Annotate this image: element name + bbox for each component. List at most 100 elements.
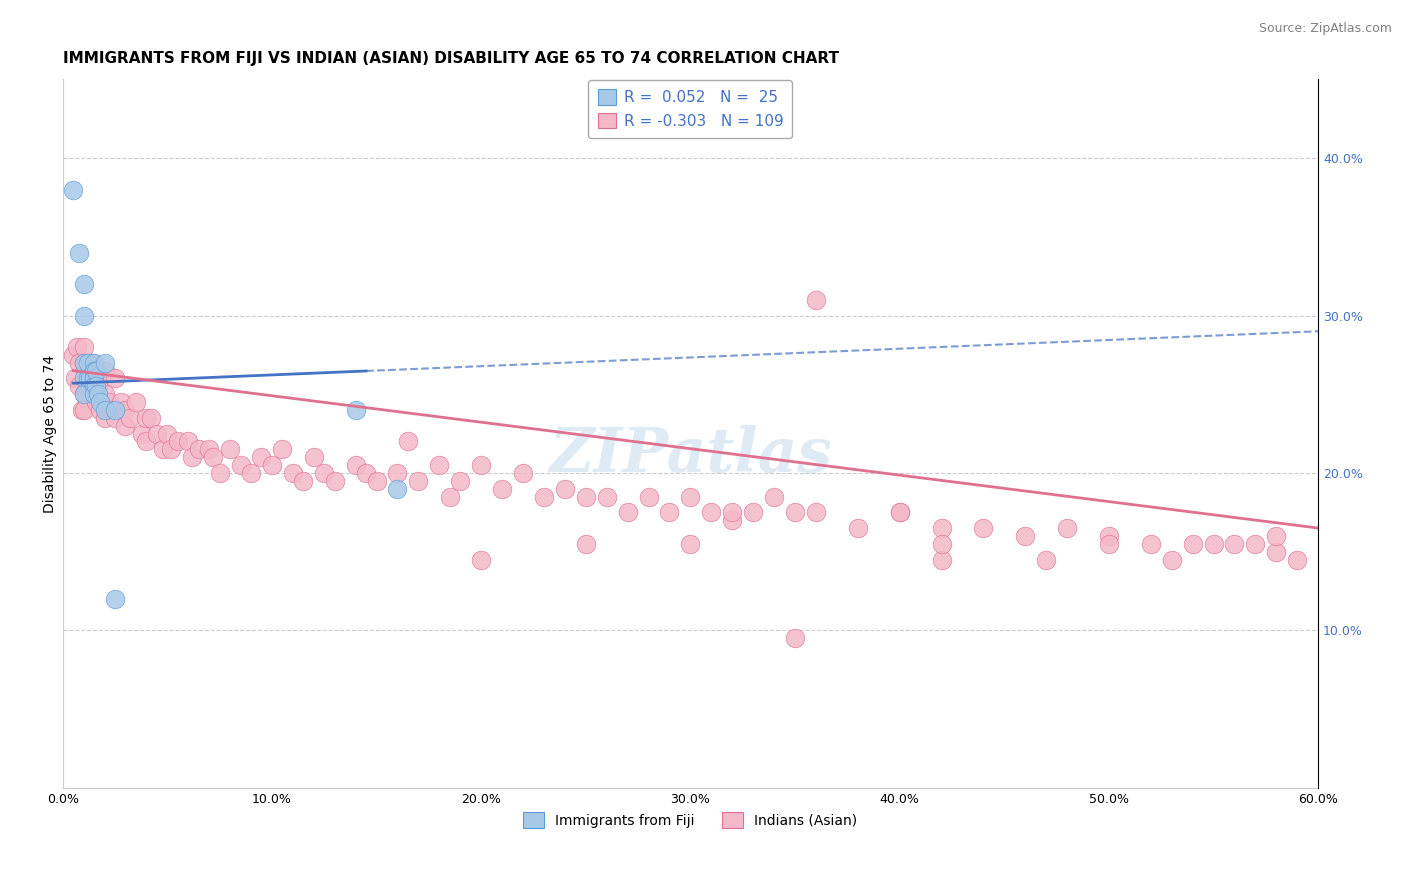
Y-axis label: Disability Age 65 to 74: Disability Age 65 to 74 [44, 354, 58, 513]
Point [314, 466, 336, 480]
Point [972, 521, 994, 535]
Point [135, 410, 157, 425]
Point [83, 371, 105, 385]
Point [160, 442, 183, 457]
Point [67, 356, 90, 370]
Point [931, 537, 953, 551]
Point [79, 363, 101, 377]
Point [742, 505, 765, 519]
Point [72, 356, 94, 370]
Point [700, 505, 723, 519]
Point [804, 293, 827, 307]
Point [114, 418, 136, 433]
Point [131, 426, 153, 441]
Point [292, 474, 315, 488]
Point [396, 434, 419, 449]
Point [83, 387, 105, 401]
Point [93, 387, 115, 401]
Point [575, 537, 598, 551]
Point [250, 450, 273, 465]
Point [97, 395, 120, 409]
Point [67, 379, 90, 393]
Point [323, 474, 346, 488]
Point [721, 505, 744, 519]
Point [1223, 537, 1246, 551]
Point [181, 450, 204, 465]
Point [66, 340, 89, 354]
Point [84, 363, 107, 377]
Point [679, 490, 702, 504]
Point [846, 521, 869, 535]
Point [229, 458, 252, 472]
Point [1265, 529, 1288, 543]
Point [387, 466, 409, 480]
Point [354, 466, 377, 480]
Point [889, 505, 911, 519]
Point [93, 363, 115, 377]
Point [72, 340, 94, 354]
Point [93, 410, 115, 425]
Point [70, 403, 93, 417]
Point [240, 466, 263, 480]
Point [87, 387, 110, 401]
Point [84, 395, 107, 409]
Point [87, 379, 110, 393]
Point [83, 363, 105, 377]
Point [783, 505, 806, 519]
Point [76, 356, 98, 370]
Point [100, 403, 122, 417]
Point [596, 490, 619, 504]
Point [783, 632, 806, 646]
Point [80, 356, 103, 370]
Point [1265, 544, 1288, 558]
Point [439, 490, 461, 504]
Point [93, 356, 115, 370]
Point [84, 379, 107, 393]
Point [344, 403, 367, 417]
Point [83, 371, 105, 385]
Point [76, 371, 98, 385]
Point [1181, 537, 1204, 551]
Point [104, 371, 127, 385]
Point [1098, 529, 1121, 543]
Point [72, 403, 94, 417]
Point [763, 490, 786, 504]
Text: ZIPatlas: ZIPatlas [548, 425, 832, 485]
Point [72, 277, 94, 291]
Point [658, 505, 681, 519]
Text: IMMIGRANTS FROM FIJI VS INDIAN (ASIAN) DISABILITY AGE 65 TO 74 CORRELATION CHART: IMMIGRANTS FROM FIJI VS INDIAN (ASIAN) D… [63, 51, 838, 66]
Point [152, 442, 174, 457]
Text: Source: ZipAtlas.com: Source: ZipAtlas.com [1258, 22, 1392, 36]
Point [202, 450, 225, 465]
Point [679, 537, 702, 551]
Point [83, 379, 105, 393]
Point [187, 442, 209, 457]
Point [89, 403, 111, 417]
Point [93, 403, 115, 417]
Point [139, 410, 162, 425]
Point [804, 505, 827, 519]
Point [533, 490, 555, 504]
Point [281, 466, 304, 480]
Point [491, 482, 513, 496]
Point [125, 395, 148, 409]
Point [166, 434, 188, 449]
Point [721, 513, 744, 527]
Point [208, 466, 231, 480]
Point [72, 356, 94, 370]
Point [554, 482, 576, 496]
Point [156, 426, 179, 441]
Point [1286, 552, 1309, 566]
Point [72, 309, 94, 323]
Point [198, 442, 221, 457]
Point [177, 434, 200, 449]
Point [83, 387, 105, 401]
Point [146, 426, 169, 441]
Point [931, 552, 953, 566]
Point [114, 403, 136, 417]
Point [260, 458, 283, 472]
Point [449, 474, 471, 488]
Point [427, 458, 450, 472]
Point [1139, 537, 1161, 551]
Point [62, 348, 84, 362]
